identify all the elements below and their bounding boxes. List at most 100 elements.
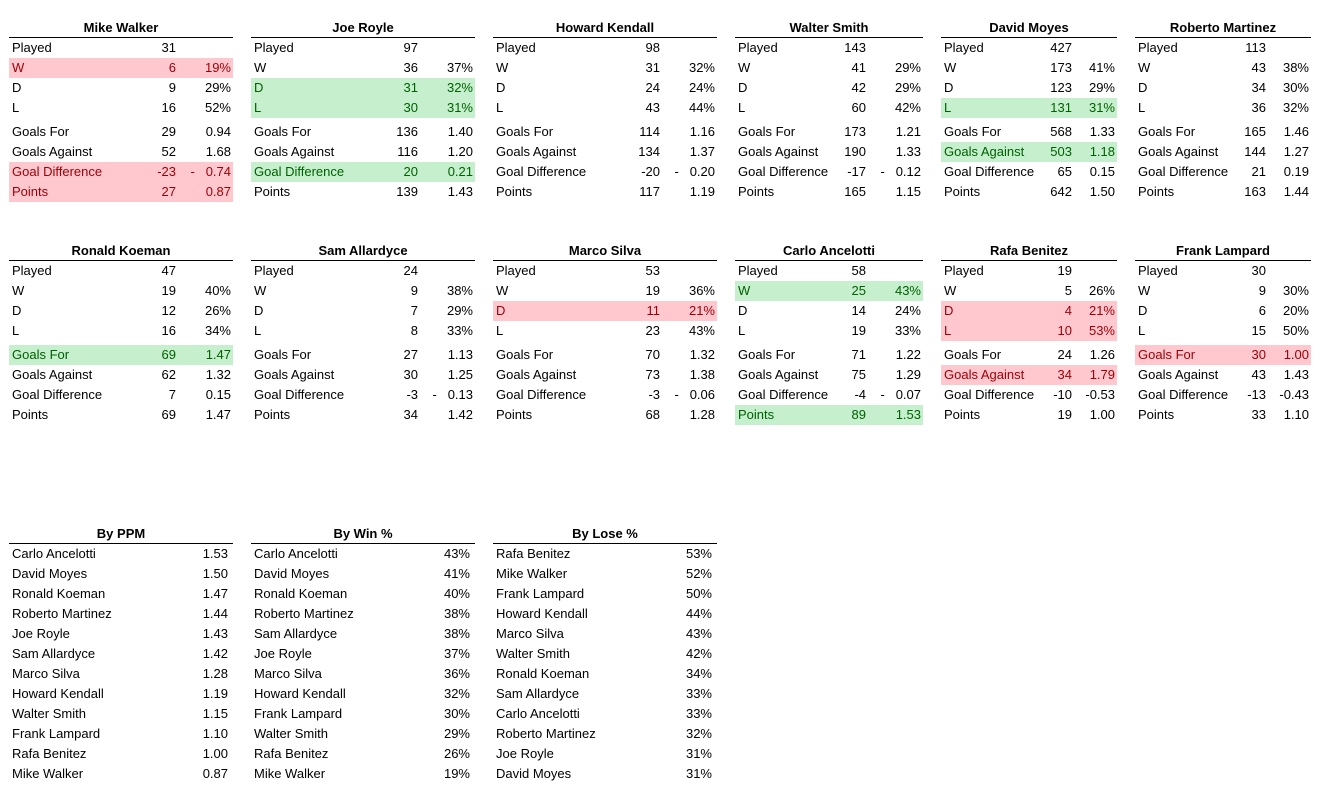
stat-row: Points 27 0.87 xyxy=(9,182,233,202)
ranking-name: Carlo Ancelotti xyxy=(12,546,96,561)
ranking-value: 1.10 xyxy=(202,726,228,741)
stat-row: Goals Against 190 1.33 xyxy=(735,142,923,162)
stat-value: 173 xyxy=(844,124,866,139)
stat-value: 69 xyxy=(161,407,176,422)
stat-row: Points 117 1.19 xyxy=(493,182,717,202)
stat-row: Goals Against 34 1.79 xyxy=(941,365,1117,385)
manager-name: Joe Royle xyxy=(251,18,475,38)
stat-row: Points 19 1.00 xyxy=(941,405,1117,425)
stat-value: 23 xyxy=(645,323,660,338)
stat-value: 43 xyxy=(1251,367,1266,382)
stat-label: L xyxy=(944,100,952,115)
ranking-row: Walter Smith 29% xyxy=(251,724,475,744)
stat-label: W xyxy=(12,283,25,298)
ranking-name: Ronald Koeman xyxy=(254,586,348,601)
ranking-value: 1.00 xyxy=(202,746,228,761)
stat-row: Played 31 xyxy=(9,38,233,58)
stat-value: 69 xyxy=(161,347,176,362)
stat-row: Goal Difference -23 - 0.74 xyxy=(9,162,233,182)
stat-label: Played xyxy=(12,40,52,55)
stat-row: L 23 43% xyxy=(493,321,717,341)
ranking-name: Ronald Koeman xyxy=(12,586,106,601)
stat-value: 19 xyxy=(851,323,866,338)
ranking-row: Frank Lampard 30% xyxy=(251,704,475,724)
stat-value: 19 xyxy=(645,283,660,298)
stat-label: D xyxy=(496,80,506,95)
ranking-value: 1.42 xyxy=(202,646,228,661)
stat-value: 12 xyxy=(161,303,176,318)
ranking-name: Rafa Benitez xyxy=(496,546,571,561)
stat-value: 60 xyxy=(851,100,866,115)
stat-ratio: 1.33 xyxy=(1089,124,1115,139)
ranking-row: Howard Kendall 1.19 xyxy=(9,684,233,704)
stat-label: D xyxy=(738,80,748,95)
ranking-name: Walter Smith xyxy=(254,726,328,741)
stat-label: Goals For xyxy=(738,124,796,139)
ranking-name: Joe Royle xyxy=(254,646,312,661)
stat-value: 30 xyxy=(403,100,418,115)
stat-value: 36 xyxy=(403,60,418,75)
stat-value: 30 xyxy=(1251,347,1266,362)
stat-value: 20 xyxy=(403,164,418,179)
stat-ratio: 30% xyxy=(1282,80,1309,95)
stat-value: 163 xyxy=(1244,184,1266,199)
stat-row: Goals For 136 1.40 xyxy=(251,122,475,142)
stat-ratio: 1.46 xyxy=(1283,124,1309,139)
ranking-value: 31% xyxy=(685,766,712,781)
stat-row: Goals Against 43 1.43 xyxy=(1135,365,1311,385)
stat-ratio: 0.21 xyxy=(447,164,473,179)
stat-value: 19 xyxy=(161,283,176,298)
stat-row: Goal Difference 20 0.21 xyxy=(251,162,475,182)
ranking-row: Rafa Benitez 1.00 xyxy=(9,744,233,764)
stat-row: L 43 44% xyxy=(493,98,717,118)
stat-ratio: 1.33 xyxy=(895,144,921,159)
stat-ratio: 1.25 xyxy=(447,367,473,382)
stat-label: W xyxy=(1138,283,1151,298)
stat-label: D xyxy=(496,303,506,318)
stat-value: 131 xyxy=(1050,100,1072,115)
ranking-row: Mike Walker 0.87 xyxy=(9,764,233,784)
stat-value: 34 xyxy=(403,407,418,422)
ranking-row: Frank Lampard 50% xyxy=(493,584,717,604)
stat-value: 21 xyxy=(1251,164,1266,179)
stat-label: L xyxy=(738,100,746,115)
stat-ratio: 24% xyxy=(894,303,921,318)
stat-row: W 173 41% xyxy=(941,58,1117,78)
ranking-name: Marco Silva xyxy=(12,666,80,681)
stat-ratio: 34% xyxy=(204,323,231,338)
stat-label: Points xyxy=(12,184,49,199)
stat-value: -23 xyxy=(157,164,176,179)
stat-row: W 9 30% xyxy=(1135,281,1311,301)
stat-ratio: 32% xyxy=(1282,100,1309,115)
stat-row: Played 47 xyxy=(9,261,233,281)
stat-value: 98 xyxy=(645,40,660,55)
ranking-row: Marco Silva 1.28 xyxy=(9,664,233,684)
stat-label: W xyxy=(254,60,267,75)
stat-row: Goal Difference -17 - 0.12 xyxy=(735,162,923,182)
stat-row: Goals For 30 1.00 xyxy=(1135,345,1311,365)
stat-value: 25 xyxy=(851,283,866,298)
ranking-value: 42% xyxy=(685,646,712,661)
ranking-value: 40% xyxy=(443,586,470,601)
stat-label: Played xyxy=(738,263,778,278)
stat-row: Points 163 1.44 xyxy=(1135,182,1311,202)
stat-row: Goal Difference -13 -0.43 xyxy=(1135,385,1311,405)
stat-ratio: 53% xyxy=(1088,323,1115,338)
stat-label: Points xyxy=(496,407,533,422)
stat-ratio: 1.21 xyxy=(895,124,921,139)
ranking-name: Ronald Koeman xyxy=(496,666,590,681)
ranking-row: Frank Lampard 1.10 xyxy=(9,724,233,744)
stat-value: -4 xyxy=(854,387,866,402)
ranking-value: 26% xyxy=(443,746,470,761)
stat-ratio: 50% xyxy=(1282,323,1309,338)
stat-label: Goal Difference xyxy=(1138,164,1229,179)
stat-ratio: 31% xyxy=(446,100,473,115)
ranking-row: Marco Silva 36% xyxy=(251,664,475,684)
stat-row: Goals For 71 1.22 xyxy=(735,345,923,365)
stat-row: Played 24 xyxy=(251,261,475,281)
stat-ratio: 1.27 xyxy=(1283,144,1309,159)
stat-ratio: 52% xyxy=(204,100,231,115)
ranking-value: 1.44 xyxy=(202,606,228,621)
stat-value: 29 xyxy=(161,124,176,139)
stat-ratio: 43% xyxy=(894,283,921,298)
